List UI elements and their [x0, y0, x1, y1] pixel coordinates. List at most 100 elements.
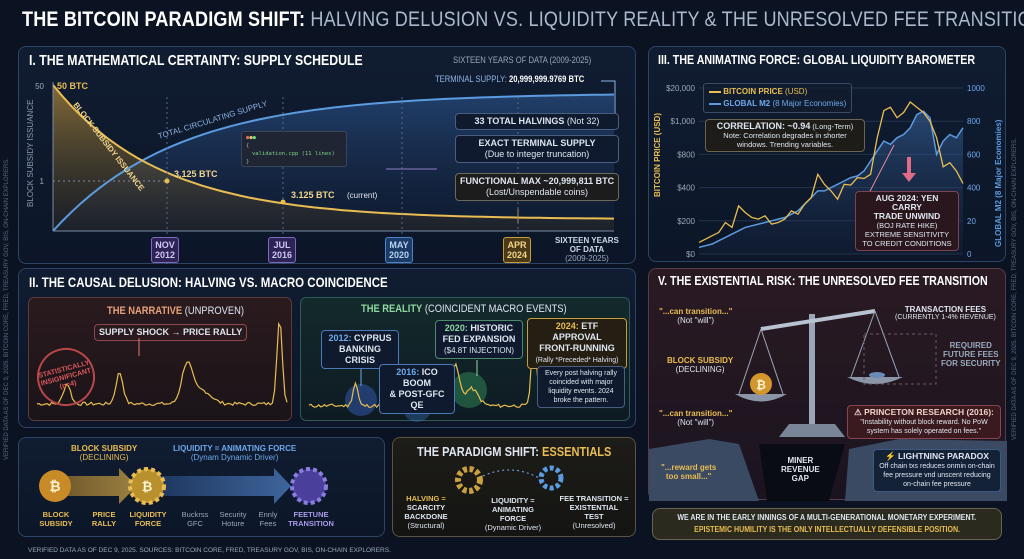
left-y-tick: $200 — [677, 217, 695, 226]
liquidity-arrow — [149, 468, 291, 504]
halving-2012: NOV 2012 — [151, 237, 180, 263]
left-y-tick: $1,000 — [671, 117, 696, 126]
event-2012: 2012: CYPRUS BANKING CRISIS — [321, 330, 399, 369]
side-note-left: VERIFIED DATA AS OF DEC 9, 2025. BITCOIN… — [4, 158, 10, 460]
right-y-tick: 20 — [967, 217, 976, 226]
required-fees-placeholder — [863, 333, 937, 385]
right-y-tick: 0 — [967, 250, 972, 259]
halving-2016: JUL 2016 — [268, 237, 297, 263]
m2-line — [698, 110, 964, 249]
point-label-1: 3.125 BTC — [174, 169, 218, 179]
btc-price-line — [698, 101, 964, 243]
footer-sources: VERIFIED DATA AS OF DEC 9, 2025. SOURCES… — [28, 547, 391, 554]
window-dots: ●●● — [246, 135, 256, 141]
supply-line — [52, 93, 615, 232]
liquidity-panel: III. THE ANIMATING FORCE: GLOBAL LIQUIDI… — [648, 46, 1006, 262]
right-y-tick: 800 — [967, 117, 981, 126]
flow-node: Buckrss GFC — [181, 510, 209, 528]
liquidity-title: III. THE ANIMATING FORCE: GLOBAL LIQUIDI… — [658, 52, 976, 67]
point-label-2: 3.125 BTC — [291, 190, 335, 200]
pattern-note: Every post halving rally coincided with … — [537, 366, 625, 408]
svg-text:₿: ₿ — [142, 479, 153, 494]
correlation-box: CORRELATION: ~0.94 (Long-Term) Note: Corr… — [705, 119, 865, 152]
bitcoin-coin-icon — [39, 470, 71, 502]
left-y-tick: $20,000 — [666, 84, 695, 93]
y-axis-label: BLOCK SUBSIDY ISSUANCE — [26, 100, 35, 207]
narrative-box: THE NARRATIVE (UNPROVEN) SUPPLY SHOCK → … — [28, 297, 292, 421]
block-subsidy-label: BLOCK SUBSIDY (DECLINING) — [667, 356, 734, 374]
glow-2012 — [345, 384, 377, 416]
right-y-tick: 600 — [967, 150, 981, 159]
yen-carry-annotation: AUG 2024: YEN CARRY TRADE UNWIND (BOJ RATE… — [855, 191, 959, 251]
supply-subtitle: SIXTEEN YEARS OF DATA (2009-2025) — [453, 55, 592, 65]
y-tick-50: 50 — [35, 82, 44, 91]
svg-text:₿: ₿ — [756, 378, 766, 392]
required-fees-label: REQUIRED FUTURE FEES FOR SECURITY — [941, 341, 1001, 368]
revenue-gap-label: MINER REVENUE GAP — [781, 456, 820, 483]
essentials-panel: THE PARADIGM SHIFT: ESSENTIALS HALVING =… — [392, 437, 636, 537]
side-note-right: VERIFIED DATA AS OF DEC 9, 2025. BITCOIN… — [1012, 138, 1018, 440]
supply-shock-callout: SUPPLY SHOCK → PRICE RALLY — [94, 324, 248, 341]
supply-panel: I. THE MATHEMATICAL CERTAINTY: SUPPLY SC… — [18, 46, 636, 265]
legend: BITCOIN PRICE (USD) GLOBAL M2 (8 Major E… — [703, 83, 853, 113]
event-2016: 2016: ICO BOOM & POST-GFC QE — [379, 364, 455, 414]
left-y-tick: $400 — [677, 184, 695, 193]
fee-title: V. THE EXISTENTIAL RISK: THE UNRESOLVED … — [658, 273, 988, 288]
start-label: 50 BTC — [57, 81, 89, 91]
halving-2020: MAY 2020 — [385, 237, 414, 263]
x-axis-label: SIXTEEN YEARS OF DATA (2009-2025) — [555, 236, 619, 263]
flow-node: LIQUIDITY FORCE — [129, 510, 167, 528]
gear-icon — [455, 466, 483, 494]
legend-m2: GLOBAL M2 (8 Major Economies) — [709, 98, 846, 110]
essential-item: LIQUIDITY = ANIMATING FORCE (Dynamic Driver… — [484, 496, 542, 532]
flow-node: PRICE RALLY — [91, 510, 117, 528]
flow-node: FEETUNE TRANSITION — [288, 510, 334, 528]
point-2012 — [164, 178, 170, 184]
narrative-title: THE NARRATIVE (UNPROVEN) — [107, 305, 244, 317]
right-y-tick: 400 — [967, 184, 981, 193]
legend-btc: BITCOIN PRICE (USD) — [709, 86, 846, 98]
right-pan — [847, 377, 903, 384]
left-pan — [735, 394, 787, 402]
halving-2024: APR 2024 — [503, 237, 532, 263]
revenue-gap-chasm — [759, 444, 845, 501]
svg-text:₿: ₿ — [49, 478, 60, 494]
point-note-2: (current) — [347, 191, 378, 200]
liquidity-gear-icon — [128, 467, 166, 505]
reality-title: THE REALITY (COINCIDENT MACRO EVENTS) — [361, 303, 567, 315]
fee-coins-icon — [869, 372, 885, 378]
fee-panel: V. THE EXISTENTIAL RISK: THE UNRESOLVED … — [648, 268, 1007, 501]
halvings-box: 33 TOTAL HALVINGS (Not 32) — [455, 113, 619, 130]
left-axis-label: BITCOIN PRICE (USD) — [653, 113, 662, 197]
essential-item: HALVING = SCARCITY BACKDONE (Structural) — [404, 494, 448, 530]
lightning-icon: ⚡ — [885, 451, 896, 461]
causal-title: II. THE CAUSAL DELUSION: HALVING VS. MAC… — [29, 274, 388, 290]
narrative-price-line — [36, 321, 288, 407]
flow-panel: ₿ ₿ BLOCK SUBSIDY (DECLINING) LIQUIDITY =… — [18, 437, 385, 537]
event-2020: 2020: HISTORIC FED EXPANSION ($4.8T INJECT… — [435, 320, 523, 359]
transaction-fees-label: TRANSACTION FEES (CURRENTLY 1-4% REVENUE) — [895, 305, 996, 321]
princeton-box: ⚠ PRINCETON RESEARCH (2016): "Instability… — [847, 405, 1001, 439]
essentials-title: THE PARADIGM SHIFT: ESSENTIALS — [417, 444, 612, 459]
flow-node: BLOCK SUBSIDY — [39, 510, 73, 528]
conclusion-banner: WE ARE IN THE EARLY INNINGS OF A MULTI-G… — [652, 508, 1002, 540]
bitcoin-coin-icon — [750, 373, 772, 395]
subsidy-line — [52, 84, 615, 220]
scale-pillar — [809, 314, 815, 424]
causal-panel: II. THE CAUSAL DELUSION: HALVING VS. MAC… — [18, 268, 636, 428]
connector — [482, 469, 540, 479]
event-2024: 2024: ETF APPROVAL FRONT-RUNNING (Rally *P… — [527, 318, 627, 369]
right-axis-label: GLOBAL M2 (8 Major Economies) — [994, 119, 1003, 247]
flow-node: Security Hoture — [219, 510, 247, 528]
code-window: ●●● { validation.cpp (11 lines) } — [241, 131, 347, 167]
reality-box: THE REALITY (COINCIDENT MACRO EVENTS) 20… — [300, 297, 630, 422]
scale-beam — [760, 309, 876, 331]
page-title: THE BITCOIN PARADIGM SHIFT: HALVING DELU… — [22, 8, 1024, 31]
functional-max-box: FUNCTIONAL MAX ~20,999,811 BTC (Lost/Unsp… — [455, 173, 619, 201]
y-tick-1: 1 — [40, 177, 45, 186]
subsidy-arrow — [64, 468, 137, 504]
supply-title: I. THE MATHEMATICAL CERTAINTY: SUPPLY SC… — [29, 52, 363, 69]
exact-supply-box: EXACT TERMINAL SUPPLY (Due to integer tru… — [455, 135, 619, 163]
scale-base — [779, 424, 845, 437]
terminal-supply: TERMINAL SUPPLY: 20,999,999.9769 BTC — [435, 74, 585, 84]
